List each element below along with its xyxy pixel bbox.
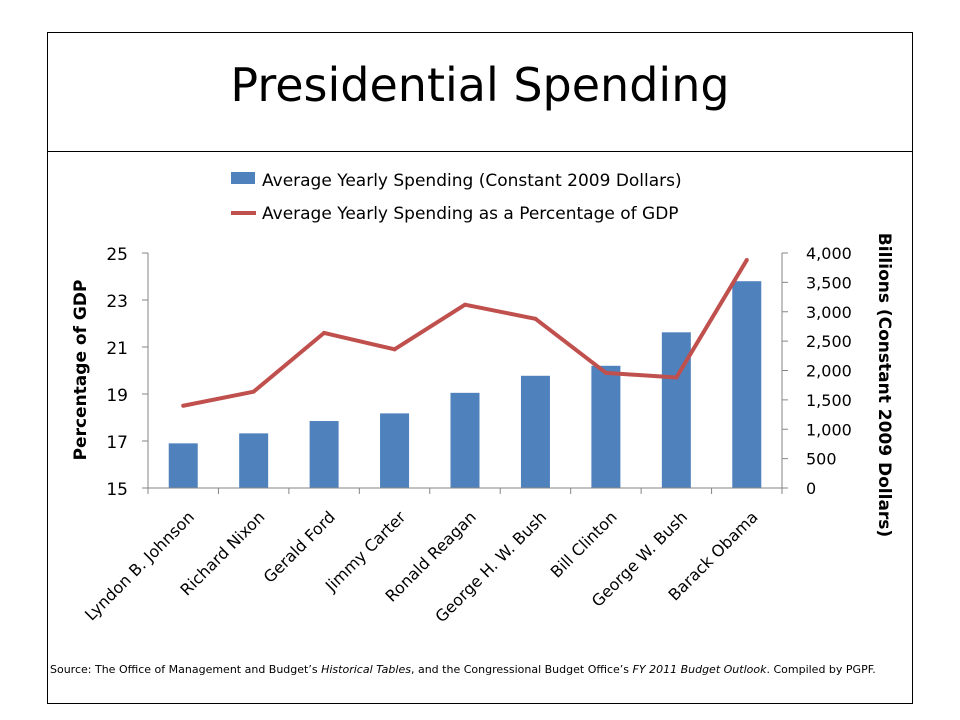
y-axis-title-right: Billions (Constant 2009 Dollars) xyxy=(874,233,894,537)
legend-label-bar: Average Yearly Spending (Constant 2009 D… xyxy=(262,171,682,191)
legend-swatch-bar xyxy=(231,172,255,184)
y-axis-title-left: Percentage of GDP xyxy=(71,280,91,461)
source-text-2: Historical Tables xyxy=(321,663,411,676)
line-point xyxy=(603,370,608,375)
line-point xyxy=(322,330,327,335)
x-tick-label: Bill Clinton xyxy=(547,507,621,581)
x-tick-label: Gerald Ford xyxy=(260,507,339,586)
y-tick-label-right: 1,500 xyxy=(806,391,852,410)
bar xyxy=(591,365,621,488)
bar xyxy=(168,443,198,488)
y-tick-label-right: 500 xyxy=(806,450,837,469)
line-point xyxy=(533,316,538,321)
y-tick-label-right: 4,000 xyxy=(806,244,852,263)
x-tick-label: Lyndon B. Johnson xyxy=(81,507,198,624)
line-point xyxy=(463,302,467,307)
source-text-5: . Compiled by PGPF. xyxy=(766,663,876,676)
chart-frame xyxy=(47,151,913,704)
y-tick-label-right: 1,000 xyxy=(806,420,852,439)
bar xyxy=(661,332,691,488)
bar xyxy=(309,421,339,488)
y-tick-label-right: 3,500 xyxy=(806,273,852,292)
y-tick-label-right: 2,500 xyxy=(806,332,852,351)
legend-label-line: Average Yearly Spending as a Percentage … xyxy=(262,204,679,224)
bar xyxy=(732,281,762,488)
bar xyxy=(380,413,410,488)
line-point xyxy=(251,389,256,394)
line-point xyxy=(674,375,679,380)
line-point xyxy=(392,347,397,352)
y-tick-label-left: 17 xyxy=(106,433,128,453)
y-tick-label-right: 3,000 xyxy=(806,303,852,322)
y-tick-label-left: 23 xyxy=(106,292,128,312)
source-text-3: , and the Congressional Budget Office’s xyxy=(410,663,633,676)
y-tick-label-left: 15 xyxy=(106,480,128,500)
bar xyxy=(450,392,480,488)
line-point xyxy=(181,403,186,408)
y-tick-label-left: 19 xyxy=(106,386,128,406)
y-tick-label-right: 0 xyxy=(806,479,816,498)
bar xyxy=(520,375,550,488)
source-text-1: Source: The Office of Management and Bud… xyxy=(50,663,322,676)
y-tick-label-left: 25 xyxy=(106,245,128,265)
bar xyxy=(239,433,269,488)
source-note: Source: The Office of Management and Bud… xyxy=(50,662,908,678)
line-point xyxy=(744,258,749,263)
y-tick-label-left: 21 xyxy=(106,339,128,359)
y-tick-label-right: 2,000 xyxy=(806,362,852,381)
source-text-4: FY 2011 Budget Outlook xyxy=(632,663,767,676)
slide-title: Presidential Spending xyxy=(230,58,730,112)
